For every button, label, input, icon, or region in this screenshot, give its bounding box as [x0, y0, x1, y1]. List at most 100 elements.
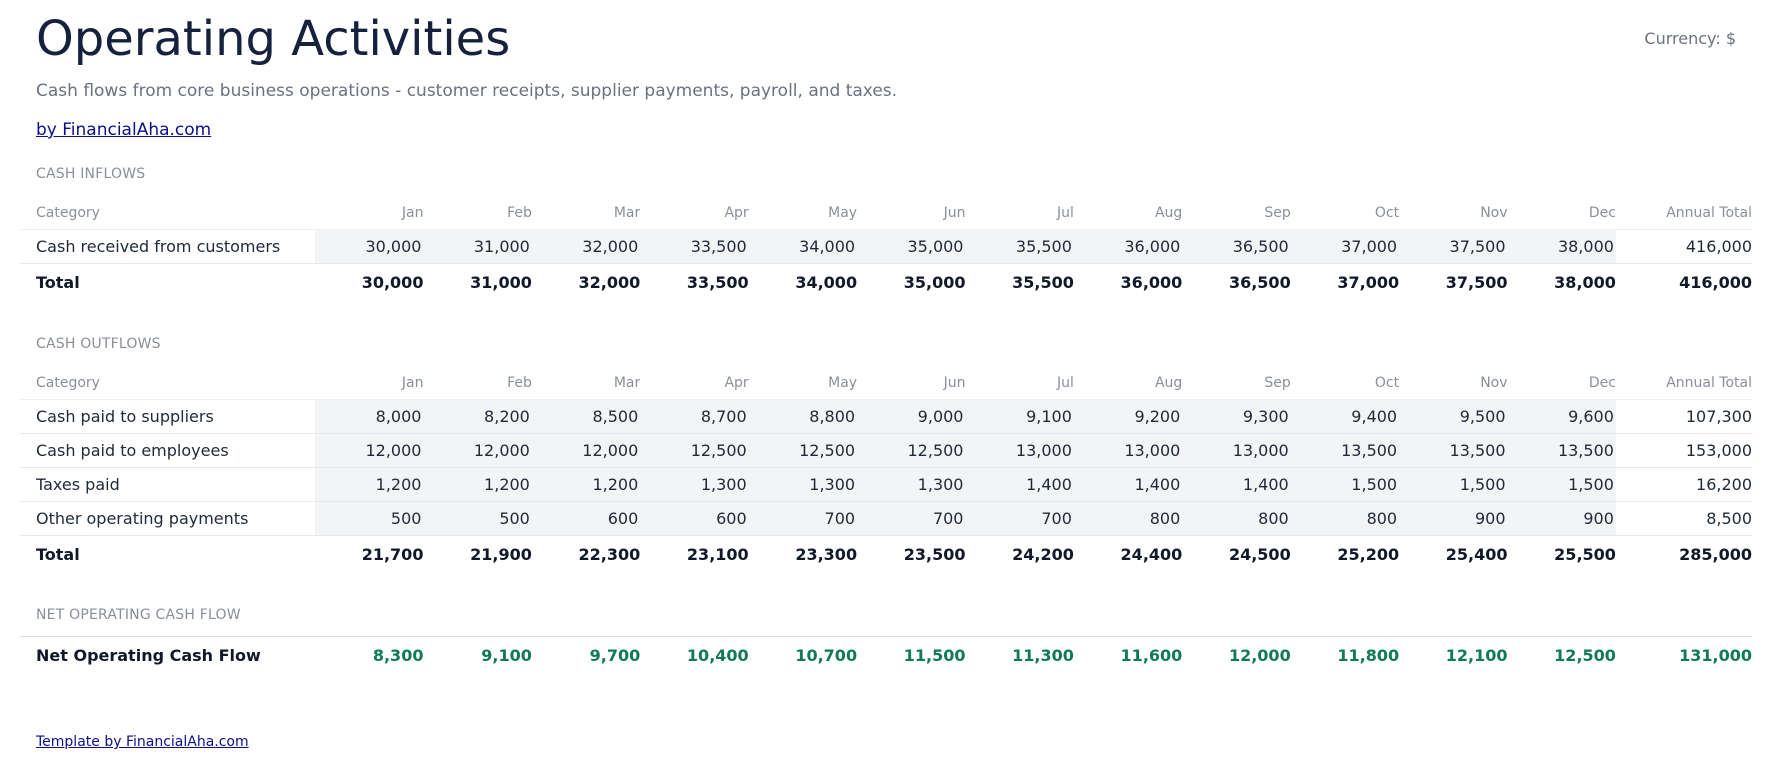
month-value-cell: 31,000	[470, 273, 532, 292]
month-value-cell: 12,500	[640, 433, 749, 468]
month-value-cell: 35,000	[857, 229, 966, 264]
month-value-cell: 800	[1290, 501, 1400, 536]
row-label: Net Operating Cash Flow	[36, 646, 261, 665]
month-value-cell: 9,600	[1507, 399, 1616, 434]
column-header: Jul	[965, 196, 1074, 230]
column-header: Jul	[965, 366, 1074, 400]
month-value-cell: 8,200	[423, 399, 532, 434]
page-title: Operating Activities	[36, 11, 511, 67]
month-value-cell: 33,500	[640, 229, 749, 264]
month-value-cell: 38,000	[1554, 273, 1616, 292]
month-value-cell: 1,300	[640, 467, 749, 502]
month-value-cell: 12,000	[315, 433, 424, 468]
row-label: Cash received from customers	[20, 229, 316, 264]
month-value-cell: 9,100	[481, 646, 532, 665]
month-value-cell: 8,300	[372, 646, 424, 665]
month-value-cell: 1,300	[748, 467, 858, 502]
month-value-cell: 900	[1507, 501, 1616, 536]
month-value-cell: 37,500	[1445, 273, 1508, 292]
month-value-cell: 900	[1399, 501, 1508, 536]
month-value-cell: 8,700	[640, 399, 749, 434]
column-header: May	[748, 196, 858, 230]
column-header: Mar	[531, 196, 641, 230]
column-header: May	[748, 366, 858, 400]
table-row: Taxes paid 1,200 1,200 1,200 1,300 1,300 1,300…	[20, 467, 1752, 502]
month-value-cell: 600	[640, 501, 749, 536]
month-value-cell: 24,200	[1012, 545, 1074, 564]
month-value-cell: 11,300	[1012, 646, 1074, 665]
column-header: Apr	[640, 366, 749, 400]
month-value-cell: 37,500	[1399, 229, 1508, 264]
month-value-cell: 36,000	[1120, 273, 1183, 292]
column-header: Sep	[1182, 366, 1291, 400]
month-value-cell: 23,500	[903, 545, 966, 564]
month-value-cell: 9,500	[1399, 399, 1508, 434]
month-value-cell: 700	[965, 501, 1074, 536]
month-value-cell: 25,200	[1337, 545, 1400, 564]
month-value-cell: 36,000	[1073, 229, 1183, 264]
column-header: Nov	[1399, 366, 1508, 400]
month-value-cell: 13,000	[965, 433, 1074, 468]
month-value-cell: 9,700	[589, 646, 641, 665]
month-value-cell: 21,900	[470, 545, 532, 564]
page-subtitle: Cash flows from core business operations…	[36, 81, 898, 101]
month-value-cell: 23,100	[686, 545, 749, 564]
month-value-cell: 1,400	[1073, 467, 1183, 502]
month-value-cell: 35,500	[1012, 273, 1074, 292]
month-value-cell: 1,300	[857, 467, 966, 502]
table-row: Cash received from customers 30,000 31,000…	[20, 229, 1752, 264]
month-value-cell: 8,800	[748, 399, 858, 434]
table-row: Cash paid to suppliers 8,000 8,200 8,500 8,7…	[20, 399, 1752, 434]
month-value-cell: 800	[1182, 501, 1291, 536]
column-header: Annual Total	[1615, 196, 1752, 230]
column-header: Nov	[1399, 196, 1508, 230]
month-value-cell: 1,200	[531, 467, 641, 502]
month-value-cell: 9,200	[1073, 399, 1183, 434]
month-value-cell: 9,000	[857, 399, 966, 434]
month-value-cell: 36,500	[1182, 229, 1291, 264]
column-header: Jun	[857, 366, 966, 400]
annual-total-cell: 8,500	[1615, 501, 1752, 536]
month-value-cell: 12,500	[857, 433, 966, 468]
month-value-cell: 500	[315, 501, 424, 536]
month-value-cell: 11,600	[1120, 646, 1183, 665]
row-label: Cash paid to employees	[20, 433, 316, 468]
month-value-cell: 1,400	[1182, 467, 1291, 502]
annual-total-cell: 153,000	[1615, 433, 1752, 468]
month-value-cell: 11,800	[1337, 646, 1400, 665]
month-value-cell: 700	[748, 501, 858, 536]
column-header: Jan	[315, 196, 424, 230]
month-value-cell: 9,100	[965, 399, 1074, 434]
column-header: Feb	[423, 366, 532, 400]
month-value-cell: 21,700	[361, 545, 424, 564]
month-value-cell: 1,400	[965, 467, 1074, 502]
outflows-section-label: CASH OUTFLOWS	[36, 336, 161, 352]
month-value-cell: 13,500	[1507, 433, 1616, 468]
column-header: Sep	[1182, 196, 1291, 230]
month-value-cell: 36,500	[1228, 273, 1291, 292]
month-value-cell: 1,500	[1290, 467, 1400, 502]
inflows-table: Category Jan Feb Mar Apr May Jun Jul Aug…	[20, 196, 1752, 301]
row-label: Taxes paid	[20, 467, 316, 502]
month-value-cell: 34,000	[748, 229, 858, 264]
column-header: Annual Total	[1615, 366, 1752, 400]
month-value-cell: 8,500	[531, 399, 641, 434]
column-header: Aug	[1073, 196, 1183, 230]
month-value-cell: 31,000	[423, 229, 532, 264]
month-value-cell: 800	[1073, 501, 1183, 536]
month-value-cell: 10,700	[795, 646, 858, 665]
column-header: Aug	[1073, 366, 1183, 400]
month-value-cell: 1,500	[1507, 467, 1616, 502]
month-value-cell: 35,000	[903, 273, 966, 292]
net-table: Net Operating Cash Flow 8,300 9,100 9,700 10…	[20, 636, 1752, 674]
column-header: Jun	[857, 196, 966, 230]
byline-link[interactable]: by FinancialAha.com	[36, 120, 212, 140]
footer-template-link[interactable]: Template by FinancialAha.com	[36, 734, 249, 750]
month-value-cell: 1,200	[315, 467, 424, 502]
month-value-cell: 24,400	[1120, 545, 1183, 564]
outflows-table: Category Jan Feb Mar Apr May Jun Jul Aug…	[20, 366, 1752, 573]
month-value-cell: 32,000	[578, 273, 641, 292]
month-value-cell: 37,000	[1290, 229, 1400, 264]
month-value-cell: 23,300	[795, 545, 858, 564]
